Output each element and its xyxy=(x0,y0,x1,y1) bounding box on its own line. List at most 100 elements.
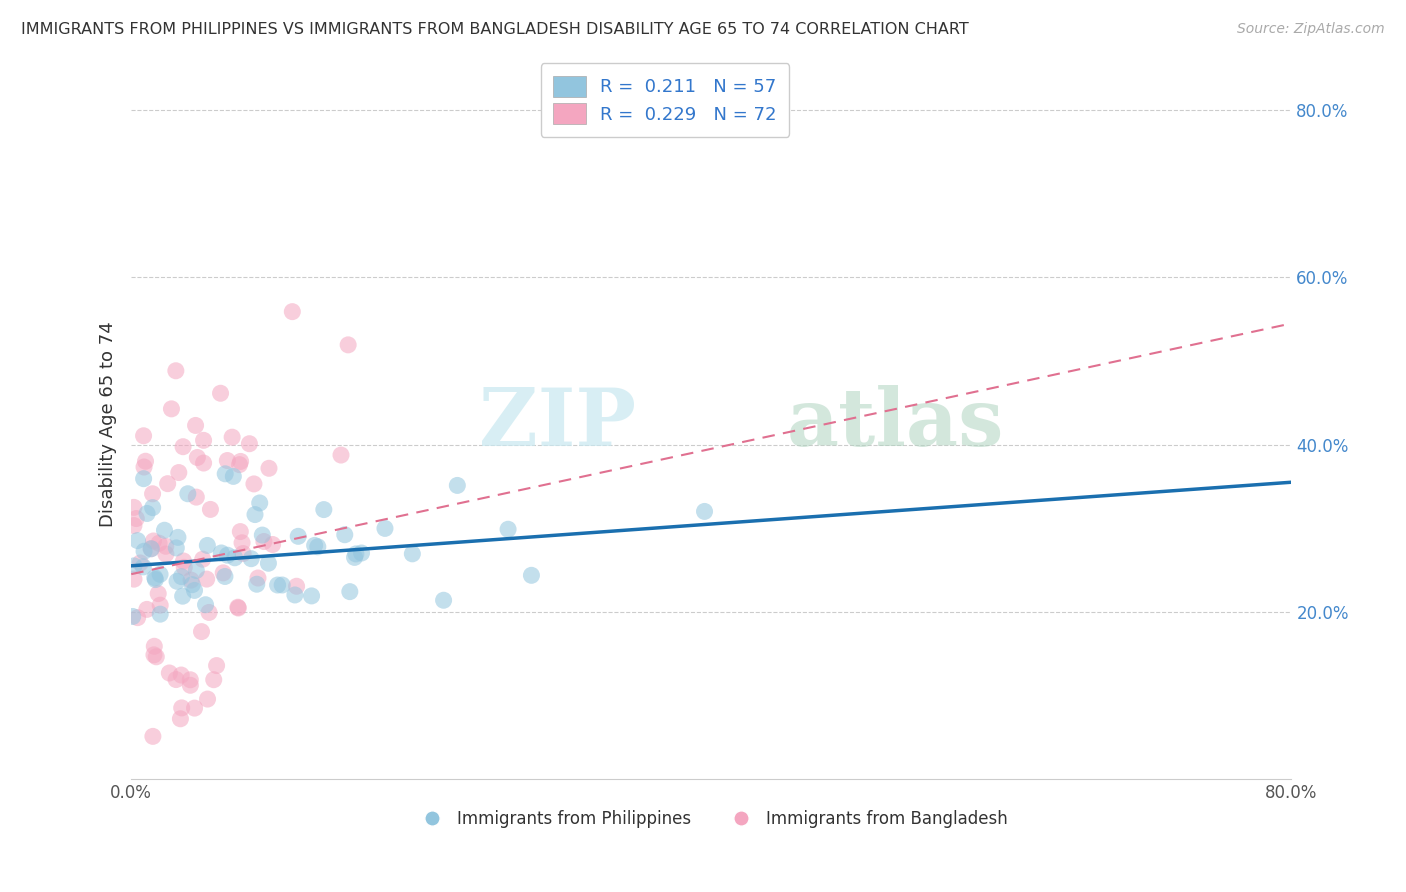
Point xyxy=(214,569,236,583)
Point xyxy=(149,607,172,622)
Point xyxy=(141,541,163,556)
Point xyxy=(339,584,361,599)
Point xyxy=(145,649,167,664)
Point xyxy=(127,533,149,548)
Point xyxy=(257,461,280,475)
Point xyxy=(222,469,245,483)
Point xyxy=(136,507,159,521)
Point xyxy=(132,560,155,574)
Legend: Immigrants from Philippines, Immigrants from Bangladesh: Immigrants from Philippines, Immigrants … xyxy=(408,803,1014,835)
Point xyxy=(197,692,219,706)
Point xyxy=(129,556,152,570)
Point xyxy=(221,430,243,444)
Point xyxy=(253,534,276,549)
Point xyxy=(257,556,280,570)
Point xyxy=(520,568,543,582)
Point xyxy=(148,536,170,550)
Point xyxy=(246,577,269,591)
Point xyxy=(190,624,212,639)
Point xyxy=(285,579,308,593)
Point xyxy=(142,487,165,501)
Point xyxy=(193,456,215,470)
Y-axis label: Disability Age 65 to 74: Disability Age 65 to 74 xyxy=(100,321,117,526)
Point xyxy=(496,522,519,536)
Point xyxy=(143,571,166,585)
Text: ZIP: ZIP xyxy=(479,384,636,463)
Point xyxy=(198,606,221,620)
Point xyxy=(228,458,250,472)
Point xyxy=(125,511,148,525)
Point xyxy=(186,564,208,578)
Point xyxy=(169,712,191,726)
Point xyxy=(226,601,249,615)
Point xyxy=(173,554,195,568)
Point xyxy=(122,558,145,573)
Point xyxy=(401,547,423,561)
Point xyxy=(312,502,335,516)
Point xyxy=(191,552,214,566)
Point xyxy=(238,436,260,450)
Point xyxy=(214,467,236,481)
Point xyxy=(195,572,218,586)
Point xyxy=(446,478,468,492)
Point xyxy=(307,540,329,554)
Point xyxy=(184,418,207,433)
Point xyxy=(333,527,356,541)
Point xyxy=(240,551,263,566)
Point xyxy=(179,678,201,692)
Point xyxy=(693,504,716,518)
Text: Source: ZipAtlas.com: Source: ZipAtlas.com xyxy=(1237,22,1385,37)
Point xyxy=(167,466,190,480)
Point xyxy=(284,588,307,602)
Point xyxy=(243,477,266,491)
Point xyxy=(224,550,246,565)
Point xyxy=(344,547,367,561)
Point xyxy=(132,544,155,558)
Point xyxy=(132,429,155,443)
Point xyxy=(122,500,145,515)
Point xyxy=(183,701,205,715)
Point xyxy=(181,577,204,591)
Point xyxy=(249,496,271,510)
Point xyxy=(165,541,187,555)
Point xyxy=(205,658,228,673)
Point xyxy=(156,476,179,491)
Point xyxy=(149,567,172,582)
Point xyxy=(145,573,167,587)
Point xyxy=(142,730,165,744)
Point xyxy=(200,502,222,516)
Point xyxy=(301,589,323,603)
Point xyxy=(212,566,235,580)
Point xyxy=(287,529,309,543)
Point xyxy=(350,546,373,560)
Point xyxy=(142,648,165,662)
Point xyxy=(160,401,183,416)
Point xyxy=(343,550,366,565)
Point xyxy=(226,600,249,615)
Point xyxy=(337,338,360,352)
Point xyxy=(121,609,143,624)
Point xyxy=(433,593,456,607)
Point xyxy=(179,673,201,687)
Point xyxy=(127,610,149,624)
Point xyxy=(177,487,200,501)
Point xyxy=(165,673,187,687)
Point xyxy=(231,535,253,549)
Point xyxy=(195,538,218,552)
Point xyxy=(122,572,145,586)
Point xyxy=(246,571,269,585)
Point xyxy=(202,673,225,687)
Point xyxy=(170,701,193,715)
Point xyxy=(330,448,353,462)
Text: atlas: atlas xyxy=(787,384,1004,463)
Point xyxy=(155,547,177,561)
Point xyxy=(165,364,187,378)
Point xyxy=(209,386,232,401)
Point xyxy=(170,668,193,682)
Point xyxy=(155,539,177,553)
Point xyxy=(170,569,193,583)
Point xyxy=(132,460,155,475)
Point xyxy=(209,546,232,560)
Point xyxy=(143,640,166,654)
Point xyxy=(281,304,304,318)
